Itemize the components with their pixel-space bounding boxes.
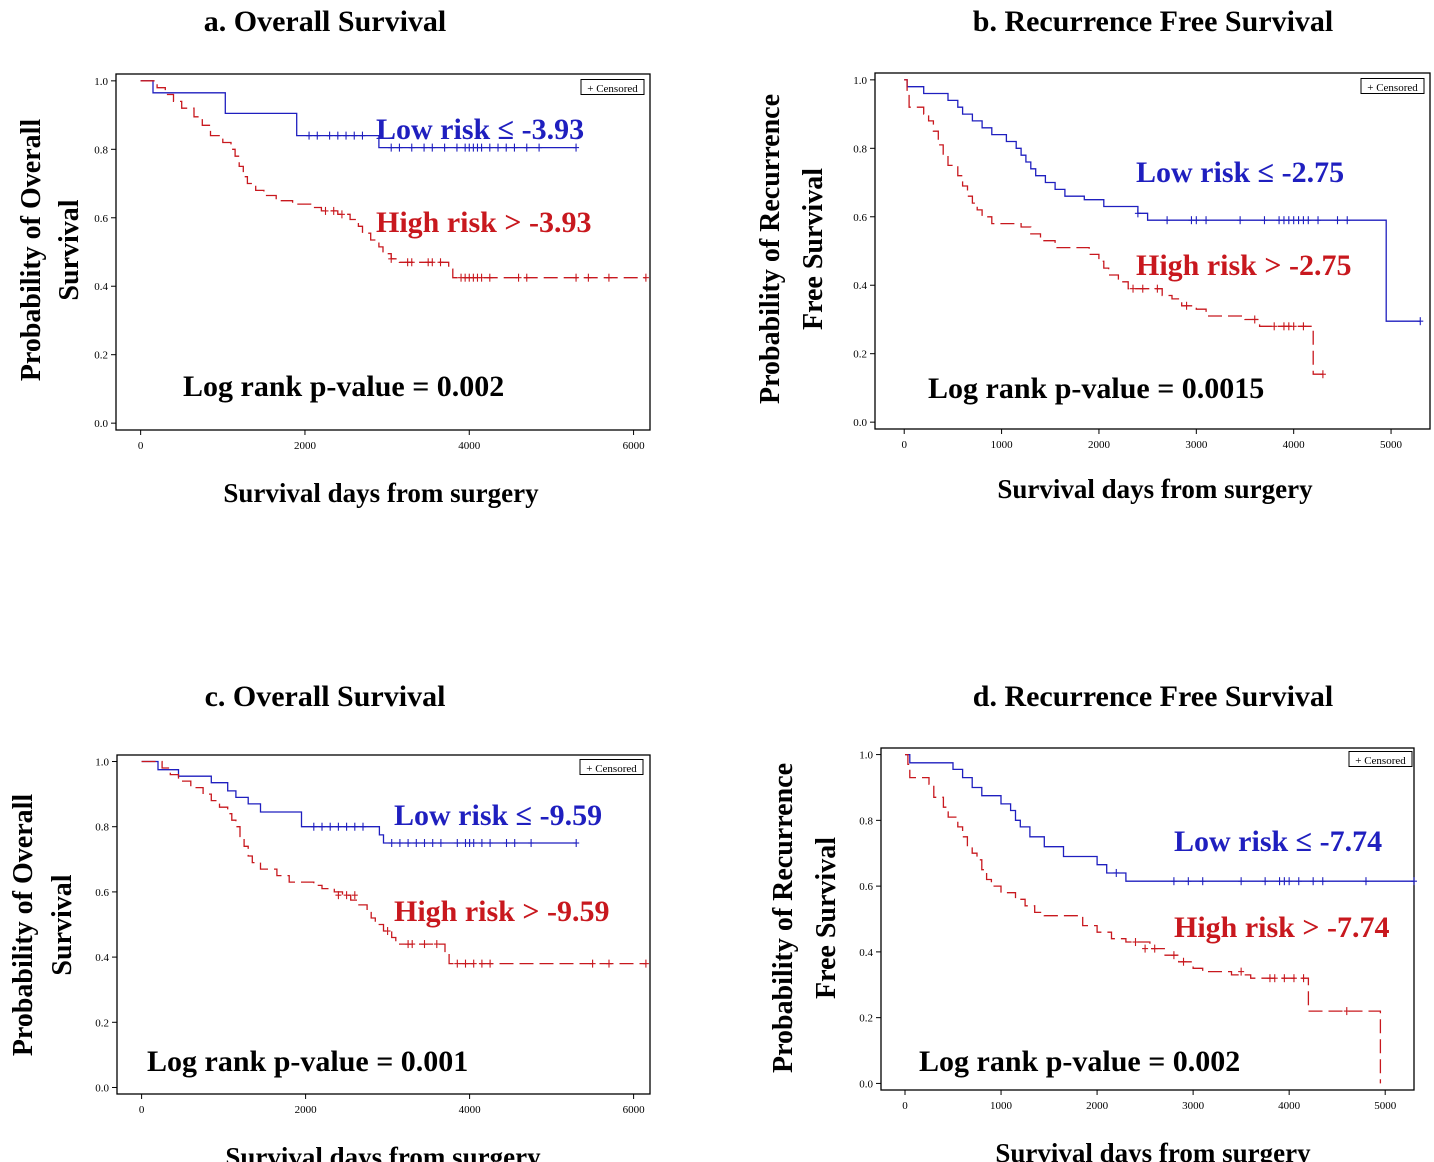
low-risk-curve bbox=[140, 80, 577, 149]
y-tick-label: 1.0 bbox=[853, 75, 867, 87]
y-tick-label: 1.0 bbox=[94, 76, 108, 88]
y-tick-label: 0.0 bbox=[95, 1082, 109, 1094]
x-tick-label: 4000 bbox=[459, 1104, 482, 1116]
x-tick-label: 3000 bbox=[1185, 439, 1208, 451]
x-tick-label: 4000 bbox=[1283, 439, 1306, 451]
legend-box bbox=[579, 759, 644, 775]
x-tick-label: 3000 bbox=[1182, 1100, 1205, 1112]
x-axis-label: Survival days from surgery bbox=[223, 478, 539, 508]
y-tick-label: 0.2 bbox=[94, 350, 108, 362]
log-rank-pvalue: Log rank p-value = 0.002 bbox=[183, 370, 504, 403]
x-tick-label: 6000 bbox=[623, 1104, 646, 1116]
y-tick-label: 0.6 bbox=[859, 881, 873, 893]
y-tick-label: 0.0 bbox=[859, 1078, 873, 1090]
x-tick-label: 5000 bbox=[1380, 439, 1403, 451]
y-tick-label: 0.2 bbox=[853, 349, 867, 361]
high-risk-curve bbox=[141, 760, 646, 965]
legend-box bbox=[580, 79, 645, 95]
legend-censored: + Censored bbox=[587, 83, 638, 95]
x-tick-label: 0 bbox=[139, 1104, 145, 1116]
low-risk-curve bbox=[905, 753, 1414, 882]
low-risk-curve bbox=[904, 79, 1421, 322]
y-axis-label: Probability of Recurrence bbox=[755, 94, 786, 404]
panel-title: c. Overall Survival bbox=[205, 680, 446, 713]
y-tick-label: 0.8 bbox=[859, 815, 873, 827]
plot-frame bbox=[115, 73, 651, 431]
low-risk-annotation: Low risk ≤ -3.93 bbox=[376, 113, 584, 146]
panel-b: b. Recurrence Free Survival 0.0 0.2 0.4 0.6 0… bbox=[755, 5, 1431, 504]
legend-box bbox=[1348, 751, 1413, 767]
y-tick-label: 0.6 bbox=[853, 212, 867, 224]
x-tick-label: 2000 bbox=[294, 440, 317, 452]
y-axis-label: Survival bbox=[47, 874, 78, 975]
plot-frame bbox=[874, 72, 1431, 430]
x-tick-label: 1000 bbox=[990, 1100, 1013, 1112]
y-tick-label: 1.0 bbox=[859, 750, 873, 762]
log-rank-pvalue: Log rank p-value = 0.0015 bbox=[928, 372, 1264, 405]
y-tick-label: 0.6 bbox=[94, 213, 108, 225]
y-tick-label: 0.8 bbox=[95, 822, 109, 834]
x-tick-label: 2000 bbox=[1088, 439, 1111, 451]
x-tick-label: 2000 bbox=[295, 1104, 318, 1116]
panel-a: a. Overall Survival 0.0 0.2 0.4 0.6 0.8 1.0 0 20… bbox=[16, 5, 651, 508]
y-tick-label: 0.4 bbox=[853, 280, 867, 292]
x-axis-label: Survival days from surgery bbox=[225, 1142, 541, 1162]
legend-censored: + Censored bbox=[586, 763, 637, 775]
plot-frame bbox=[880, 747, 1415, 1091]
panel-title: a. Overall Survival bbox=[204, 5, 447, 38]
y-axis-label: Survival bbox=[54, 199, 85, 300]
x-tick-label: 4000 bbox=[1278, 1100, 1301, 1112]
y-tick-label: 0.0 bbox=[94, 418, 108, 430]
panel-title: d. Recurrence Free Survival bbox=[973, 680, 1333, 713]
y-tick-label: 1.0 bbox=[95, 757, 109, 769]
low-risk-annotation: Low risk ≤ -7.74 bbox=[1174, 825, 1382, 858]
y-tick-label: 0.2 bbox=[95, 1017, 109, 1029]
y-tick-label: 0.4 bbox=[859, 947, 873, 959]
y-axis-label: Free Survival bbox=[811, 837, 842, 999]
high-risk-curve bbox=[904, 79, 1323, 375]
high-risk-annotation: High risk > -7.74 bbox=[1174, 911, 1389, 944]
x-tick-label: 2000 bbox=[1086, 1100, 1109, 1112]
y-tick-label: 0.4 bbox=[95, 952, 109, 964]
x-tick-label: 4000 bbox=[458, 440, 481, 452]
high-risk-curve bbox=[140, 80, 646, 279]
low-risk-annotation: Low risk ≤ -2.75 bbox=[1136, 156, 1344, 189]
x-tick-label: 1000 bbox=[991, 439, 1014, 451]
high-risk-annotation: High risk > -2.75 bbox=[1136, 249, 1351, 282]
x-axis-label: Survival days from surgery bbox=[995, 1138, 1311, 1162]
y-tick-label: 0.2 bbox=[859, 1013, 873, 1025]
y-tick-label: 0.8 bbox=[853, 143, 867, 155]
panel-title: b. Recurrence Free Survival bbox=[973, 5, 1333, 38]
low-risk-annotation: Low risk ≤ -9.59 bbox=[394, 799, 602, 832]
plot-frame bbox=[116, 754, 651, 1095]
log-rank-pvalue: Log rank p-value = 0.001 bbox=[147, 1045, 468, 1078]
high-risk-annotation: High risk > -3.93 bbox=[376, 206, 591, 239]
log-rank-pvalue: Log rank p-value = 0.002 bbox=[919, 1045, 1240, 1078]
y-axis-label: Probability of Overall bbox=[8, 794, 39, 1057]
x-tick-label: 6000 bbox=[623, 440, 646, 452]
y-tick-label: 0.8 bbox=[94, 144, 108, 156]
panel-d: d. Recurrence Free Survival 0.0 0.2 0.4 0.6 0… bbox=[768, 680, 1417, 1162]
legend-box bbox=[1360, 78, 1425, 94]
x-tick-label: 0 bbox=[138, 440, 144, 452]
x-tick-label: 0 bbox=[902, 1100, 908, 1112]
y-axis-label: Probability of Overall bbox=[16, 119, 47, 382]
y-axis-label: Probability of Recurrence bbox=[768, 763, 799, 1073]
legend-censored: + Censored bbox=[1355, 755, 1406, 767]
panel-c: c. Overall Survival 0.0 0.2 0.4 0.6 0.8 1.0 0 20… bbox=[8, 680, 651, 1162]
x-axis-label: Survival days from surgery bbox=[997, 474, 1313, 504]
high-risk-annotation: High risk > -9.59 bbox=[394, 895, 609, 928]
y-tick-label: 0.6 bbox=[95, 887, 109, 899]
x-tick-label: 5000 bbox=[1374, 1100, 1397, 1112]
y-tick-label: 0.0 bbox=[853, 417, 867, 429]
y-tick-label: 0.4 bbox=[94, 281, 108, 293]
legend-censored: + Censored bbox=[1367, 82, 1418, 94]
x-tick-label: 0 bbox=[901, 439, 907, 451]
y-axis-label: Free Survival bbox=[798, 168, 829, 330]
